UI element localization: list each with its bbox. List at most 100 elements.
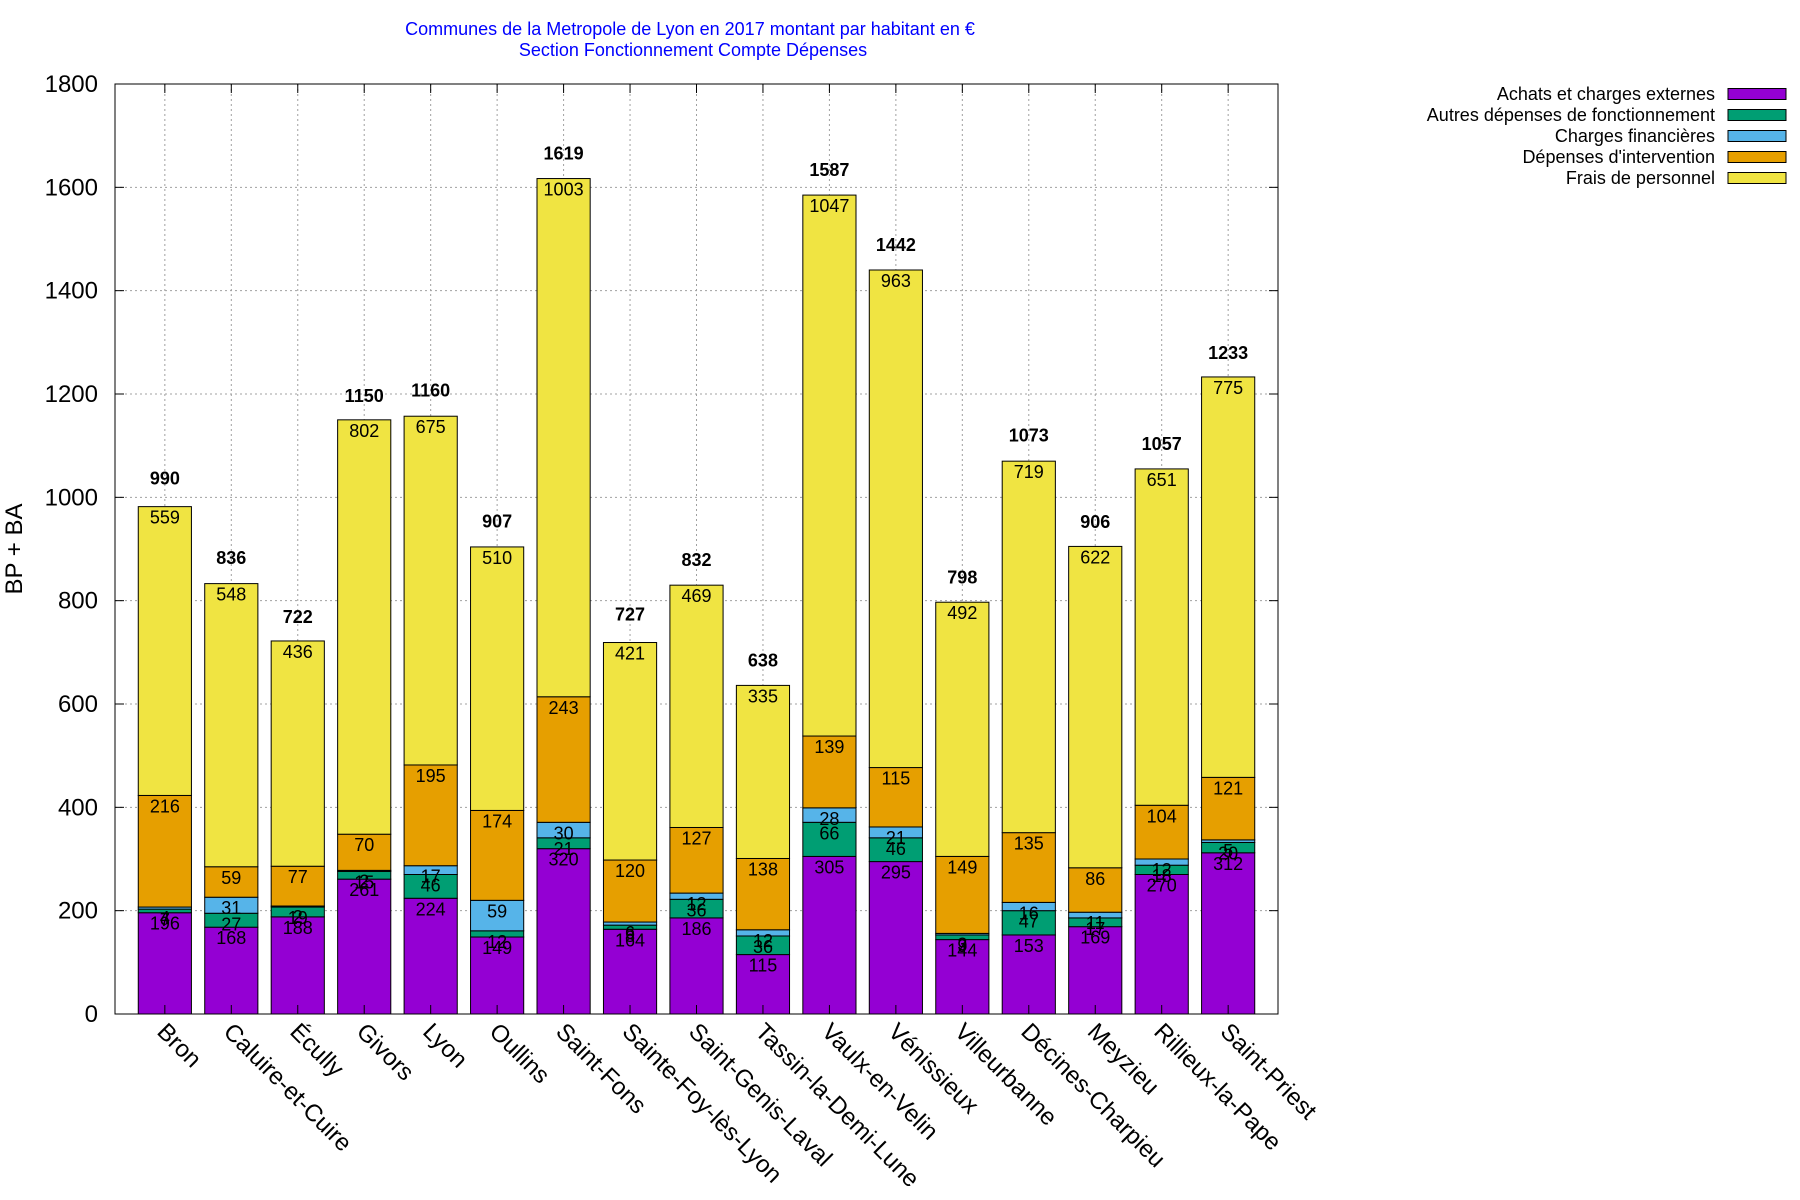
- segment-value-label: 270: [1147, 876, 1177, 896]
- segment-value-label: 20: [1218, 843, 1238, 863]
- bar-segment: [470, 899, 525, 932]
- bar-segment: [270, 865, 325, 907]
- bar-total-label: 1160: [411, 381, 450, 401]
- segment-value-label: 335: [748, 686, 778, 706]
- segment-value-label: 1003: [544, 180, 584, 200]
- bar-segment: [536, 848, 591, 1015]
- bar-segment: [137, 506, 192, 796]
- segment-value-label: 139: [814, 737, 844, 757]
- segment-value-label: 115: [882, 769, 911, 789]
- segment-value-label: 295: [881, 863, 911, 883]
- segment-value-label: 2: [293, 907, 303, 927]
- bar-segment: [270, 640, 325, 867]
- y-tick-label: 1600: [45, 174, 98, 201]
- segment-value-label: 1047: [809, 196, 849, 216]
- bar-segment: [1001, 460, 1056, 834]
- bar-total-label: 798: [947, 568, 977, 588]
- segment-value-label: 36: [753, 937, 773, 957]
- bar-total-label: 990: [150, 469, 180, 489]
- legend-swatch: [1727, 172, 1787, 184]
- y-tick-label: 1800: [45, 71, 98, 98]
- segment-value-label: 47: [1019, 912, 1039, 932]
- bar-segment: [470, 546, 525, 811]
- y-tick-label: 1000: [45, 484, 98, 511]
- segment-value-label: 27: [221, 914, 241, 934]
- segment-value-label: 135: [1014, 834, 1044, 854]
- bar-segment: [868, 269, 923, 769]
- bar-total-label: 836: [216, 548, 246, 568]
- y-tick-label: 600: [58, 691, 98, 718]
- segment-value-label: 963: [881, 271, 911, 291]
- bar-segment: [935, 601, 990, 857]
- legend-swatch: [1727, 151, 1787, 163]
- bar-segment: [536, 178, 591, 698]
- bar-segment: [1001, 832, 1056, 903]
- bar-segment: [802, 821, 857, 857]
- chart-subtitle: Section Fonctionnement Compte Dépenses: [519, 40, 867, 60]
- bar-total-label: 1150: [345, 386, 384, 406]
- y-tick-label: 400: [58, 794, 98, 821]
- segment-value-label: 6: [625, 923, 635, 943]
- segment-value-label: 77: [288, 867, 308, 887]
- x-tick-label: Écully: [285, 1018, 349, 1082]
- bar-total-label: 1073: [1009, 426, 1049, 446]
- segment-value-label: 9: [957, 936, 967, 956]
- x-tick-label: Givors: [351, 1018, 419, 1086]
- segment-value-label: 320: [549, 850, 579, 870]
- segment-value-label: 651: [1147, 470, 1177, 490]
- bar-segment: [1134, 468, 1189, 806]
- bar-segment: [735, 684, 791, 859]
- x-tick-label: Oullins: [484, 1018, 555, 1089]
- segment-value-label: 261: [349, 880, 379, 900]
- segment-value-label: 59: [221, 868, 241, 888]
- segment-value-label: 121: [1213, 778, 1243, 798]
- bar-total-label: 832: [681, 550, 711, 570]
- bar-segment: [204, 866, 259, 898]
- bar-segment: [802, 194, 857, 737]
- bar-segment: [868, 767, 923, 828]
- segment-value-label: 149: [947, 857, 977, 877]
- bar-segment: [137, 794, 192, 908]
- segment-value-label: 18: [1152, 866, 1172, 886]
- segment-value-label: 548: [216, 585, 246, 605]
- segment-value-label: 775: [1213, 378, 1243, 398]
- segment-value-label: 21: [554, 839, 574, 859]
- bar-segment: [337, 833, 392, 871]
- segment-value-label: 12: [487, 932, 507, 952]
- legend-swatch: [1727, 130, 1787, 142]
- segment-value-label: 305: [814, 857, 844, 877]
- legend-swatch: [1727, 109, 1787, 121]
- bar-segment: [602, 642, 658, 861]
- segment-value-label: 186: [681, 919, 711, 939]
- segment-value-label: 59: [487, 901, 507, 921]
- y-tick-label: 0: [85, 1001, 98, 1028]
- segment-value-label: 169: [1080, 928, 1110, 948]
- segment-value-label: 127: [681, 828, 711, 848]
- bar-segment: [137, 912, 192, 1015]
- legend-label: Autres dépenses de fonctionnement: [1427, 105, 1715, 125]
- segment-value-label: 104: [1147, 806, 1177, 826]
- bar-segment: [935, 939, 990, 1015]
- chart-title: Communes de la Metropole de Lyon en 2017…: [405, 19, 975, 39]
- legend-label: Frais de personnel: [1566, 168, 1715, 188]
- bar-segment: [602, 859, 658, 923]
- segment-value-label: 4: [160, 908, 170, 928]
- segment-value-label: 28: [819, 809, 839, 829]
- bar-total-label: 722: [283, 607, 313, 627]
- bar-total-label: 638: [748, 650, 778, 670]
- x-tick-label: Vaulx-en-Velin: [816, 1018, 943, 1145]
- segment-value-label: 196: [150, 914, 180, 934]
- x-tick-label: Bron: [152, 1018, 207, 1073]
- bar-segment: [735, 857, 791, 931]
- segment-value-label: 11: [1086, 913, 1105, 933]
- segment-value-label: 510: [482, 548, 512, 568]
- bar-segment: [1068, 867, 1123, 913]
- segment-value-label: 8: [625, 926, 635, 946]
- bars-layer: [137, 178, 1256, 1015]
- y-tick-label: 1200: [45, 381, 98, 408]
- segment-value-label: 46: [421, 876, 441, 896]
- bar-segment: [536, 696, 591, 823]
- segment-value-label: 559: [150, 508, 180, 528]
- bar-segment: [1201, 852, 1256, 1015]
